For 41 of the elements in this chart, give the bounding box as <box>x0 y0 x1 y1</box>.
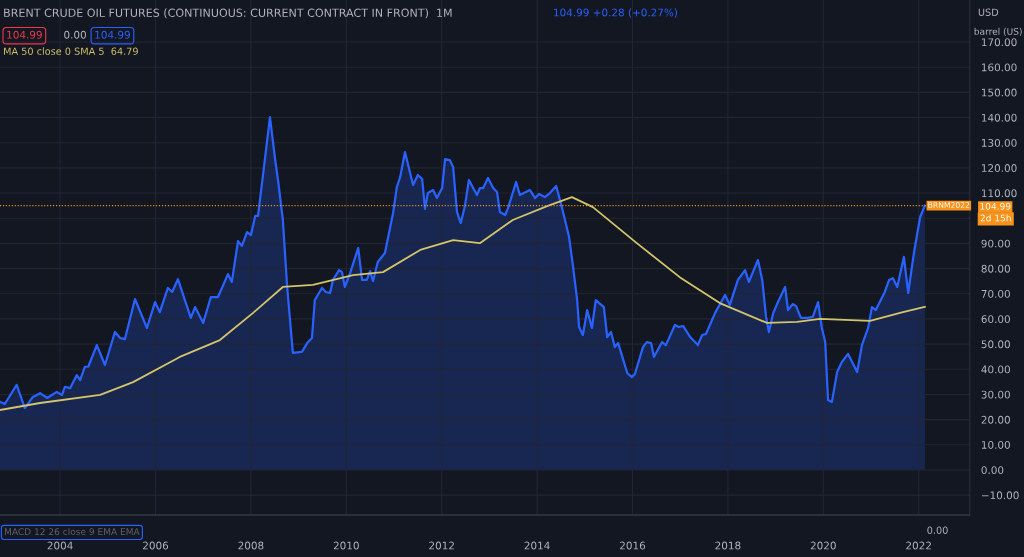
x-tick-label: 2020 <box>810 541 836 550</box>
y-tick-label: −10.00 <box>981 491 1019 500</box>
y-tick-label: 140.00 <box>981 113 1017 122</box>
y-tick-label: 130.00 <box>981 138 1017 147</box>
y-axis-title: barrel (US) <box>974 27 1022 36</box>
annotation: 0.00 <box>64 30 86 39</box>
x-tick-label: 2004 <box>47 541 73 550</box>
text: MACD 12 26 close 9 EMA EMA <box>4 528 140 536</box>
y-tick-label: 60.00 <box>981 315 1010 324</box>
y-tick-label: 10.00 <box>981 441 1010 449</box>
ref-line-label: 104.99 <box>980 202 1011 210</box>
x-tick-label: 2016 <box>620 541 646 550</box>
line-series <box>0 196 926 411</box>
y-tick-label: 170.00 <box>981 38 1017 47</box>
x-tick-label: 2010 <box>333 541 359 550</box>
annotation: 104.99 +0.28 (+0.27%) <box>554 8 677 18</box>
y-tick-label: 120.00 <box>981 164 1017 172</box>
x-tick-label: 2018 <box>715 541 741 550</box>
x-tick-label: 2014 <box>524 541 550 550</box>
y-tick-label: 160.00 <box>981 63 1017 72</box>
text: MA 50 close 0 SMA 5 64.79 <box>4 47 138 55</box>
y-tick-label: 20.00 <box>981 415 1010 424</box>
y-tick-label: 90.00 <box>981 239 1010 248</box>
legend-title: USD <box>978 8 999 16</box>
y-tick-label: 40.00 <box>981 365 1010 374</box>
y-tick-label: 70.00 <box>981 289 1010 298</box>
x-tick-label: 2006 <box>143 541 169 550</box>
y-tick-label: 50.00 <box>981 340 1010 349</box>
annotation: 104.99 <box>95 30 130 39</box>
y-tick-label: 0.00 <box>981 466 1004 475</box>
y-tick-label: 150.00 <box>981 88 1017 97</box>
text: 0.00 <box>927 526 948 534</box>
x-tick-label: 2022 <box>906 541 931 550</box>
y-tick-label: 110.00 <box>981 189 1017 198</box>
y-tick-label: 80.00 <box>981 264 1010 273</box>
x-tick-label: 2008 <box>238 541 264 550</box>
annotation: 104.99 <box>7 30 42 39</box>
y-tick-label: 30.00 <box>981 390 1010 399</box>
x-tick-label: 2012 <box>429 541 454 550</box>
text: BRENT CRUDE OIL FUTURES (CONTINUOUS: CURRENT CONTRACT IN FRONT) 1M <box>4 8 452 19</box>
text: 2d 15h <box>980 214 1011 222</box>
